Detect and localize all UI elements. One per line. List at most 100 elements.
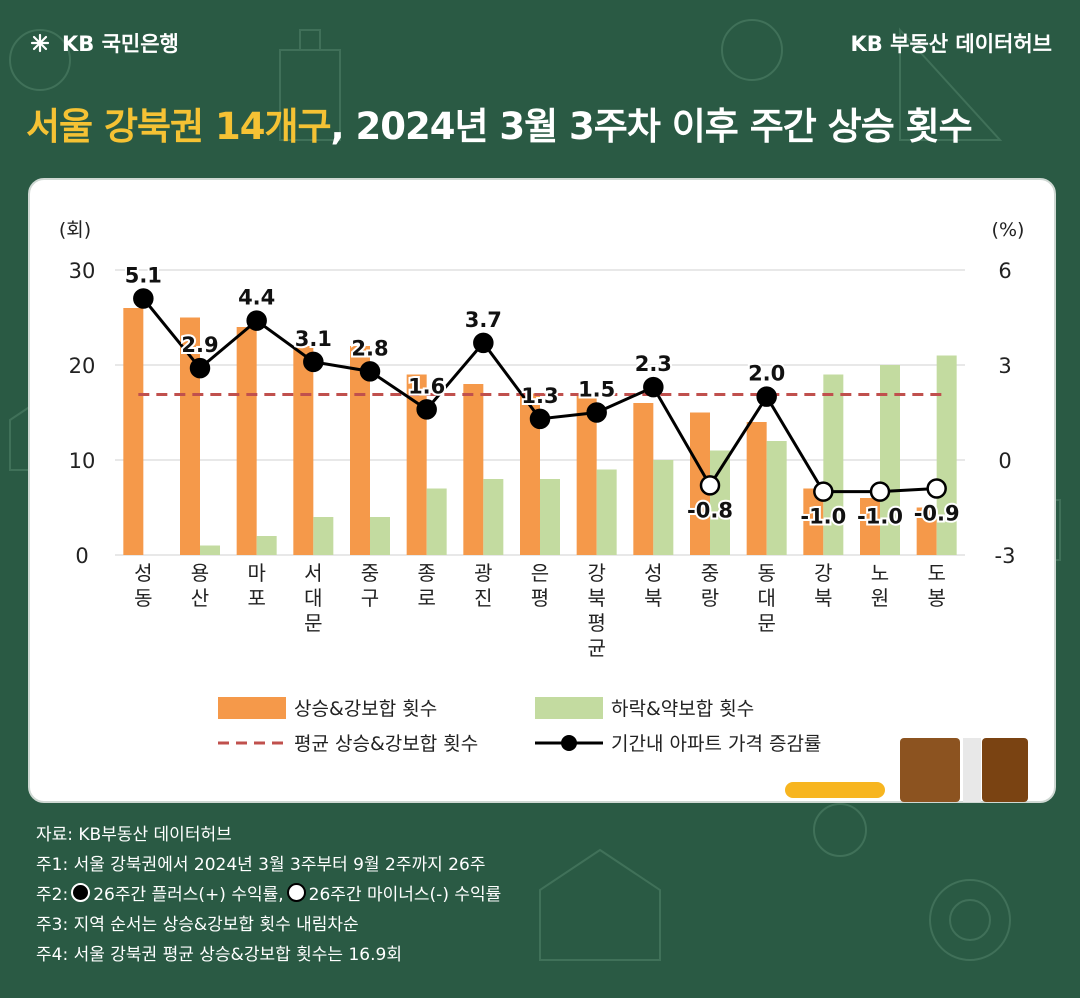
bar-up	[350, 346, 370, 555]
note-4: 주4: 서울 강북권 평균 상승&강보합 횟수는 16.9회	[36, 945, 402, 965]
legend-label: 상승&강보합 횟수	[294, 698, 437, 720]
price-label: 2.8	[351, 336, 388, 360]
price-label: 3.7	[465, 308, 502, 332]
price-point	[416, 399, 437, 420]
price-label: -0.9	[914, 502, 960, 526]
bar-down	[426, 488, 447, 555]
left-tick-label: 0	[75, 544, 88, 568]
price-point	[699, 475, 721, 496]
price-point	[586, 402, 607, 423]
legend-swatch-down	[535, 697, 603, 719]
bar-up	[236, 327, 257, 555]
chart-card: 0 10 20 30 -3 0 3 6 (회) (%) 5.1 2.9 4.4 3.1 2.8 1.6 3.7 1…	[28, 178, 1056, 803]
left-axis-unit: (회)	[59, 219, 91, 241]
bar-down	[936, 355, 957, 555]
kb-bank-logo: KB 국민은행	[26, 28, 179, 58]
price-label: -1.0	[800, 505, 846, 529]
price-label: 2.9	[181, 333, 218, 357]
price-point	[246, 310, 267, 331]
price-label: -0.8	[687, 498, 733, 522]
title-rest: , 2024년 3월 3주차 이후 주간 상승 횟수	[330, 105, 973, 148]
bar-down	[256, 536, 277, 555]
note-2-plus: 26주간 플러스(+) 수익률,	[93, 885, 284, 905]
bank-name: KB 국민은행	[62, 32, 179, 56]
bar-up	[576, 394, 597, 555]
price-point	[756, 386, 777, 407]
bar-up	[916, 507, 937, 555]
left-tick-label: 20	[69, 354, 96, 378]
price-point	[189, 357, 211, 379]
note-3: 주3: 지역 순서는 상승&강보합 횟수 내림차순	[36, 915, 359, 935]
price-point	[643, 376, 664, 398]
price-point	[133, 288, 154, 309]
legend-swatch-up	[218, 697, 286, 719]
bar-down	[483, 479, 504, 555]
right-tick-label: 6	[998, 259, 1011, 283]
price-label: -1.0	[857, 505, 903, 529]
page-title: 서울 강북권 14개구, 2024년 3월 3주차 이후 주간 상승 횟수	[26, 96, 973, 150]
right-tick-label: 3	[998, 354, 1011, 378]
price-point	[473, 332, 494, 354]
right-tick-label: 0	[998, 449, 1011, 473]
bar-down	[200, 545, 220, 555]
bar-up	[633, 403, 654, 555]
price-point	[303, 351, 324, 373]
bar-up	[463, 384, 484, 555]
note-2: 주2: 26주간 플러스(+) 수익률, 26주간 마이너스(-) 수익률	[36, 880, 501, 910]
right-tick-label: -3	[995, 544, 1016, 568]
price-label: 2.0	[748, 362, 785, 386]
price-point	[813, 481, 834, 502]
bar-up	[746, 422, 767, 555]
price-point	[529, 408, 551, 430]
note-2-prefix: 주2:	[36, 885, 69, 905]
source-brand: KB 부동산 데이터허브	[850, 32, 1052, 56]
price-label: 1.6	[408, 374, 445, 398]
legend-label: 기간내 아파트 가격 증감률	[611, 733, 821, 755]
note-source: 자료: KB부동산 데이터허브	[36, 825, 232, 845]
price-point	[869, 481, 891, 502]
right-axis-unit: (%)	[992, 219, 1025, 241]
minus-dot-icon	[286, 883, 306, 902]
bar-down	[823, 374, 844, 555]
bar-up	[406, 374, 427, 555]
note-2-minus: 26주간 마이너스(-) 수익률	[308, 885, 502, 905]
chart: 0 10 20 30 -3 0 3 6 (회) (%) 5.1 2.9 4.4 3.1 2.8 1.6 3.7 1…	[59, 219, 1025, 755]
price-label: 1.3	[521, 384, 558, 408]
bar-down	[653, 460, 674, 555]
bar-down	[880, 365, 900, 555]
bar-down	[540, 479, 560, 555]
title-highlight: 서울 강북권 14개구	[26, 105, 332, 148]
left-tick-label: 30	[69, 259, 96, 283]
bar-down	[313, 517, 334, 555]
plus-dot-icon	[71, 883, 91, 902]
footnotes: 자료: KB부동산 데이터허브 주1: 서울 강북권에서 2024년 3월 3주…	[36, 820, 501, 970]
note-1: 주1: 서울 강북권에서 2024년 3월 3주부터 9월 2주까지 26주	[36, 855, 486, 875]
price-label: 4.4	[238, 286, 275, 310]
books-decoration	[785, 738, 1028, 802]
price-point	[359, 361, 381, 382]
price-point	[926, 478, 947, 499]
bar-up	[520, 393, 540, 555]
bar-up	[803, 488, 824, 555]
legend-label: 평균 상승&강보합 횟수	[294, 733, 478, 755]
bar-up	[860, 498, 880, 555]
legend-label: 하락&약보합 횟수	[611, 698, 754, 720]
price-label: 3.1	[295, 327, 332, 351]
legend-marker-price	[561, 735, 577, 751]
bar-up	[123, 308, 144, 555]
kb-star-icon	[30, 33, 50, 53]
